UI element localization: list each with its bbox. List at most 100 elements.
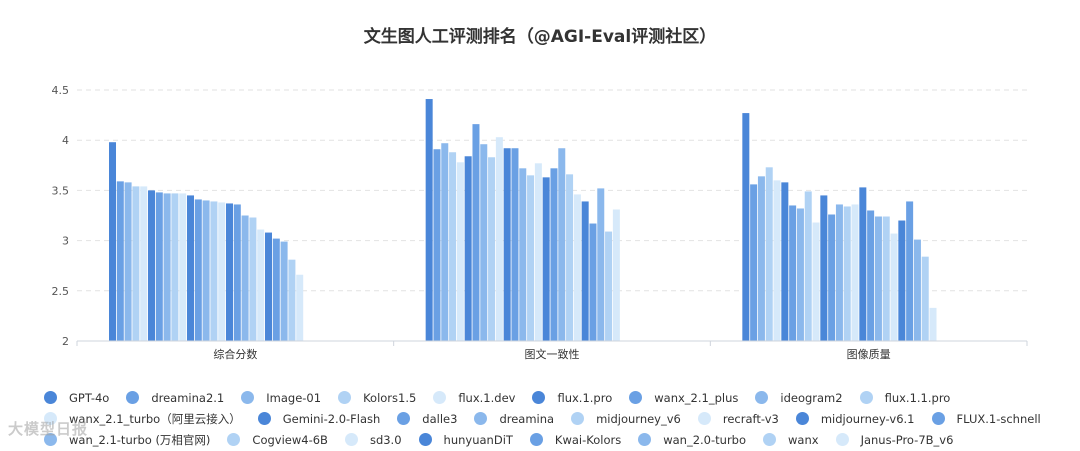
bar [906, 201, 914, 341]
legend-marker [227, 433, 241, 446]
legend-marker [418, 433, 432, 446]
bar [296, 274, 304, 341]
bar [750, 184, 758, 341]
legend-item[interactable]: wan_2.1-turbo (万相官网) [44, 430, 210, 451]
legend-item[interactable]: dalle3 [397, 409, 457, 430]
bar [179, 193, 187, 341]
bar [542, 177, 550, 341]
legend-marker [532, 391, 546, 404]
y-tick-label: 4 [62, 134, 69, 147]
x-tick-label: 图像质量 [847, 348, 891, 361]
legend-item[interactable]: flux.1.dev [433, 388, 515, 409]
bar [480, 144, 488, 341]
y-tick-label: 2 [62, 335, 69, 348]
legend-marker [474, 412, 488, 425]
bar [796, 208, 804, 341]
bar [913, 239, 921, 341]
bar [519, 168, 527, 341]
watermark: 大模型日报 [8, 420, 89, 438]
legend-item[interactable]: Image-01 [241, 388, 321, 409]
legend-item[interactable]: flux.1.1.pro [859, 388, 950, 409]
bar [581, 201, 589, 341]
legend-item[interactable]: GPT-4o [44, 388, 109, 409]
bar [566, 174, 574, 341]
bar [272, 238, 280, 341]
bar [503, 148, 511, 341]
x-tick-label: 图文一致性 [525, 347, 580, 361]
bar [202, 200, 210, 341]
legend-label: dreamina2.1 [151, 391, 225, 405]
bar [835, 204, 843, 341]
bar [612, 209, 620, 341]
bar [116, 181, 124, 341]
legend-item[interactable]: wanx_2.1_turbo（阿里云接入） [44, 409, 241, 430]
legend-item[interactable]: flux.1.pro [532, 388, 612, 409]
bar [867, 210, 875, 341]
legend-item[interactable]: wanx [763, 430, 819, 451]
legend-marker [241, 391, 255, 404]
bar [132, 186, 140, 341]
bar [464, 156, 472, 341]
legend-label: ideogram2 [780, 391, 843, 405]
legend-label: wanx [788, 433, 819, 447]
bar [456, 162, 464, 341]
bar [921, 256, 929, 341]
legend-item[interactable]: Gemini-2.0-Flash [257, 409, 381, 430]
legend-label: midjourney-v6.1 [820, 412, 915, 426]
legend-marker [755, 391, 769, 404]
legend-label: Gemini-2.0-Flash [282, 412, 381, 426]
legend-marker [859, 391, 873, 404]
bar [124, 182, 132, 341]
legend-label: wanx_2.1_turbo（阿里云接入） [69, 412, 241, 426]
bar [765, 167, 773, 341]
legend-marker [763, 433, 777, 446]
bar [773, 180, 781, 341]
legend-label: Janus-Pro-7B_v6 [860, 433, 954, 447]
legend-label: flux.1.pro [557, 391, 613, 405]
legend-label: wanx_2.1_plus [654, 391, 739, 405]
legend-label: Image-01 [266, 391, 322, 405]
bar [187, 195, 194, 341]
bar [210, 201, 218, 341]
legend-item[interactable]: midjourney-v6.1 [795, 409, 915, 430]
legend-marker [571, 412, 585, 425]
legend: GPT-4o dreamina2.1 Image-01 Kolors1.5 flux.1… [44, 388, 1074, 451]
bar [882, 216, 890, 341]
legend-item[interactable]: dreamina2.1 [126, 388, 224, 409]
legend-item[interactable]: Cogview4-6B [227, 430, 328, 451]
legend-marker [344, 433, 358, 446]
legend-marker [638, 433, 652, 446]
legend-label: GPT-4o [69, 391, 110, 405]
bar [597, 188, 605, 341]
legend-item[interactable]: dreamina [474, 409, 554, 430]
legend-item[interactable]: ideogram2 [755, 388, 843, 409]
legend-item[interactable]: wan_2.0-turbo [638, 430, 746, 451]
legend-item[interactable]: wanx_2.1_plus [629, 388, 738, 409]
legend-item[interactable]: hunyuanDiT [418, 430, 513, 451]
legend-item[interactable]: Kwai-Kolors [529, 430, 621, 451]
legend-item[interactable]: midjourney_v6 [571, 409, 681, 430]
y-tick-label: 2.5 [52, 285, 70, 298]
bar [226, 203, 233, 341]
bar [929, 307, 937, 341]
legend-label: Cogview4-6B [252, 433, 328, 447]
bar [249, 217, 257, 341]
bar [288, 259, 296, 341]
bar [781, 182, 789, 341]
bar [495, 137, 503, 341]
bar [820, 195, 828, 341]
bar [558, 148, 566, 341]
legend-marker [44, 391, 57, 404]
bar [890, 233, 898, 341]
legend-marker [629, 391, 643, 404]
bars [109, 99, 937, 341]
legend-item[interactable]: sd3.0 [344, 430, 402, 451]
legend-item[interactable]: Janus-Pro-7B_v6 [835, 430, 954, 451]
bar [511, 148, 519, 341]
legend-item[interactable]: FLUX.1-schnell [931, 409, 1041, 430]
legend-item[interactable]: recraft-v3 [697, 409, 779, 430]
legend-label: sd3.0 [369, 433, 402, 447]
bar [605, 231, 613, 341]
legend-item[interactable]: Kolors1.5 [338, 388, 416, 409]
legend-marker [126, 391, 140, 404]
